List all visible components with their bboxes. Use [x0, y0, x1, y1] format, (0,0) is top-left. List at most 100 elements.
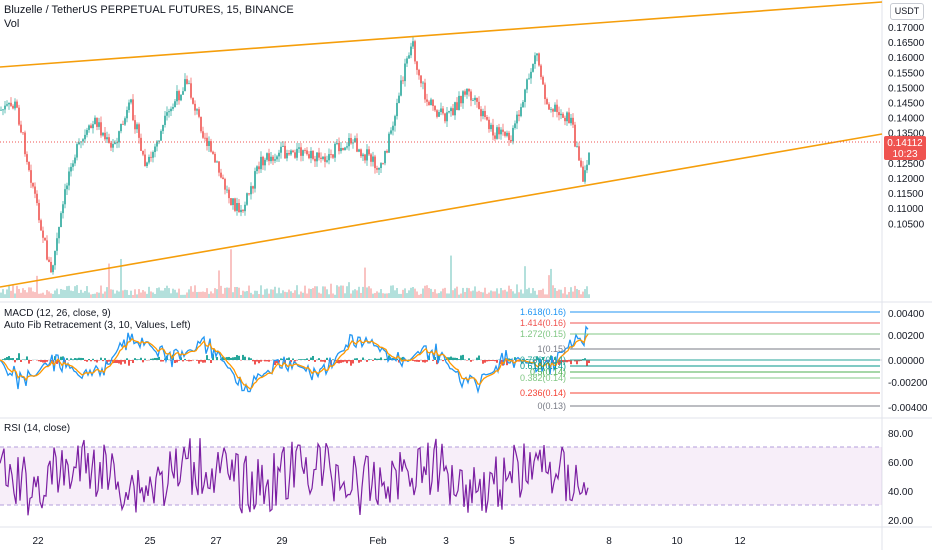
macd-hist-bar: [306, 358, 308, 360]
macd-hist-bar: [550, 355, 552, 360]
macd-hist-bar: [574, 360, 576, 362]
volume-bar: [154, 293, 156, 298]
macd-scale[interactable]: 0.00400 0.00200 0.00000 -0.00200 -0.00400: [888, 309, 928, 414]
macd-hist-bar: [538, 358, 540, 360]
candle-body: [466, 88, 468, 95]
candle-body: [544, 84, 546, 100]
volume-bar: [46, 290, 48, 298]
price-scale[interactable]: 0.17000 0.16500 0.16000 0.15500 0.15000 0.145…: [888, 23, 925, 230]
candle-body: [330, 154, 332, 155]
currency-button[interactable]: USDT: [890, 3, 924, 20]
macd-hist-bar: [154, 357, 156, 360]
rsi-scale[interactable]: 80.00 60.00 40.00 20.00: [888, 429, 913, 527]
macd-hist-bar: [238, 355, 240, 360]
candle-body: [558, 112, 560, 116]
volume-bar: [398, 293, 400, 298]
candle-body: [286, 153, 288, 159]
volume-bar: [36, 275, 38, 298]
trendline-upper[interactable]: [0, 1, 883, 68]
symbol-title[interactable]: Bluzelle / TetherUS PERPETUAL FUTURES, 1…: [4, 4, 294, 16]
volume-bar: [18, 288, 20, 298]
macd-hist-bar: [532, 359, 534, 360]
macd-hist-bar: [456, 357, 458, 360]
volume-bar: [364, 267, 366, 298]
volume-bar: [152, 292, 154, 298]
price-tick-label: 0.11500: [888, 189, 924, 200]
candle-body: [272, 156, 274, 161]
volume-bar: [208, 293, 210, 298]
volume-bar: [58, 294, 60, 298]
candle-body: [270, 156, 272, 162]
macd-hist-bar: [108, 360, 110, 362]
macd-hist-bar: [138, 359, 140, 360]
volume-bar: [192, 291, 194, 298]
macd-hist-bar: [476, 357, 478, 360]
candle-body: [542, 76, 544, 85]
macd-hist-bar: [92, 358, 94, 360]
candle-body: [90, 125, 92, 129]
candle-body: [162, 124, 164, 132]
volume-bar: [308, 288, 310, 298]
trendline-lower[interactable]: [0, 133, 883, 288]
macd-title[interactable]: MACD (12, 26, close, 9): [4, 308, 111, 319]
macd-hist-bar: [250, 358, 252, 360]
candle-body: [428, 101, 430, 106]
macd-hist-bar: [514, 357, 516, 360]
volume-bar: [384, 293, 386, 298]
candle-body: [280, 146, 282, 153]
volume-bar: [138, 289, 140, 298]
volume-bar: [528, 287, 530, 298]
volume-bar: [136, 294, 138, 298]
volume-bar: [296, 285, 298, 298]
volume-bar: [48, 291, 50, 298]
macd-hist-bar: [70, 358, 72, 360]
candle-body: [166, 112, 168, 116]
candle-body: [448, 111, 450, 113]
macd-hist-bar: [356, 358, 358, 360]
price-tick-label: 0.16500: [888, 38, 925, 49]
fib-title[interactable]: Auto Fib Retracement (3, 10, Values, Lef…: [4, 320, 191, 331]
time-tick-label: Feb: [369, 536, 387, 547]
macd-hist-bar: [388, 355, 390, 360]
candle-body: [510, 139, 512, 142]
time-tick-label: 29: [276, 536, 288, 547]
macd-hist-bar: [292, 358, 294, 360]
macd-hist-bar: [182, 360, 184, 362]
candle-body: [440, 108, 442, 113]
candle-body: [506, 132, 508, 136]
candlestick-series[interactable]: [0, 36, 590, 275]
candle-body: [310, 150, 312, 159]
volume-bar: [84, 291, 86, 298]
candle-body: [86, 129, 88, 135]
fib-retracement[interactable]: 1.618(0.16)1.414(0.16)1.272(0.15) 1(0.15)…: [520, 307, 880, 411]
volume-bar: [484, 287, 486, 298]
candle-body: [394, 116, 396, 126]
macd-hist-bar: [354, 358, 356, 360]
candle-body: [34, 186, 36, 194]
rsi-title[interactable]: RSI (14, close): [4, 423, 70, 434]
time-axis[interactable]: 22 25 27 29 Feb 3 5 8 10 12: [32, 536, 746, 547]
candle-body: [74, 157, 76, 164]
candle-body: [318, 152, 320, 158]
volume-bar: [220, 285, 222, 298]
time-tick-label: 3: [443, 536, 449, 547]
candle-body: [556, 104, 558, 113]
volume-bar: [522, 293, 524, 298]
volume-bar: [10, 290, 12, 298]
volume-bar: [376, 291, 378, 298]
candle-body: [576, 146, 578, 148]
volume-bar: [348, 282, 350, 298]
macd-hist-bar: [90, 360, 92, 362]
volume-bar: [492, 291, 494, 298]
macd-hist-bar: [418, 360, 420, 362]
volume-bar: [372, 293, 374, 298]
macd-hist-bar: [412, 360, 414, 361]
volume-bar: [532, 288, 534, 298]
time-tick-label: 5: [509, 536, 515, 547]
macd-hist-bar: [78, 357, 80, 360]
macd-hist-bar: [16, 358, 18, 360]
volume-bar: [464, 291, 466, 298]
volume-bar: [530, 293, 532, 298]
candle-body: [100, 122, 102, 136]
